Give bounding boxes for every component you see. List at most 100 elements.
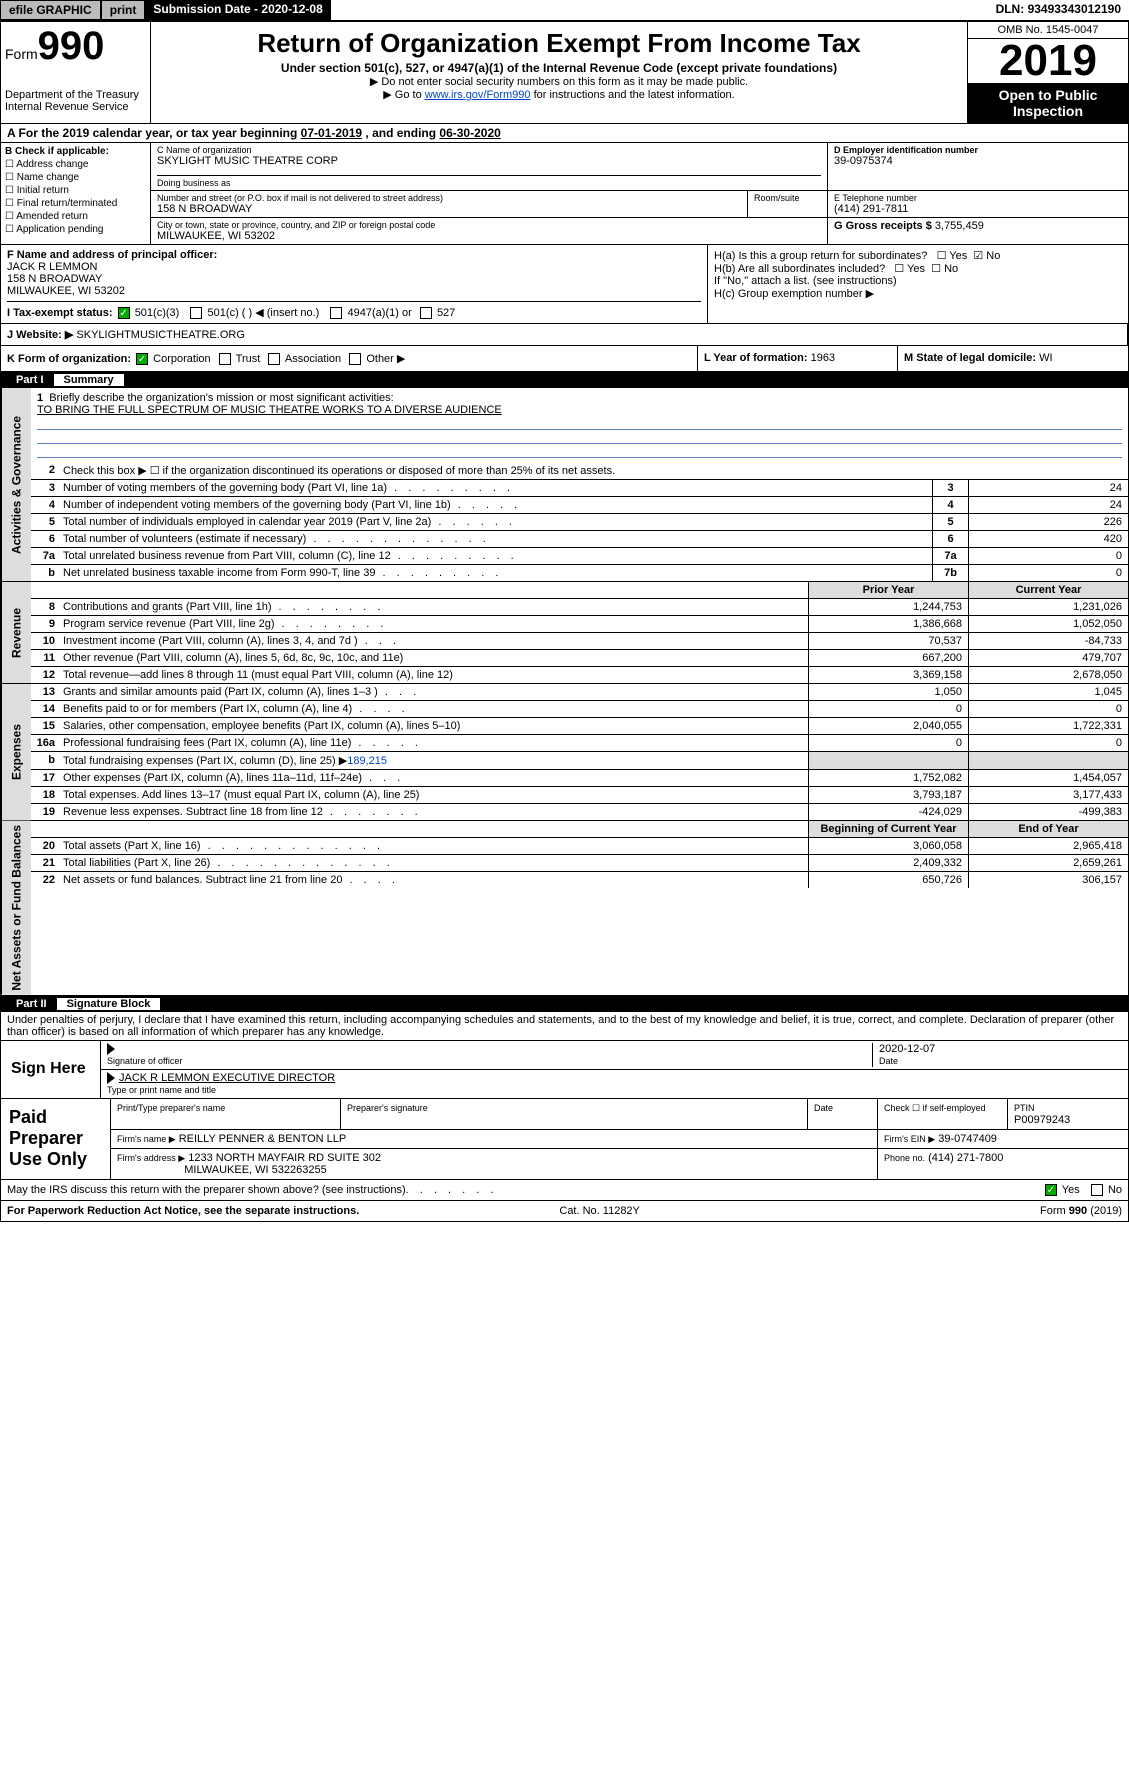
c14: 0 [968, 701, 1128, 717]
c13: 1,045 [968, 684, 1128, 700]
sig-officer-label: Signature of officer [107, 1056, 182, 1066]
p17: 1,752,082 [808, 770, 968, 786]
section-b-g: B Check if applicable: ☐ Address change … [0, 143, 1129, 245]
linea-mid: , and ending [365, 126, 439, 140]
form-title: Return of Organization Exempt From Incom… [155, 28, 963, 59]
print-button[interactable]: print [101, 0, 146, 20]
line-16b: Total fundraising expenses (Part IX, col… [63, 755, 347, 767]
line-5: Total number of individuals employed in … [63, 516, 431, 528]
goto-pre: ▶ Go to [383, 89, 424, 101]
sig-date: 2020-12-07 [879, 1043, 935, 1055]
submission-label: Submission Date - [153, 2, 261, 16]
row-j: J Website: ▶ SKYLIGHTMUSICTHEATRE.ORG [0, 324, 1129, 346]
p20: 3,060,058 [808, 838, 968, 854]
line-19: Revenue less expenses. Subtract line 18 … [63, 806, 323, 818]
domicile: WI [1039, 352, 1052, 364]
vtab-governance: Activities & Governance [1, 388, 31, 581]
opt-name-change[interactable]: ☐ Name change [5, 171, 146, 184]
hdr-current: Current Year [968, 582, 1128, 598]
opt-amended[interactable]: ☐ Amended return [5, 210, 146, 223]
opt-initial-return[interactable]: ☐ Initial return [5, 184, 146, 197]
box-f-i: F Name and address of principal officer:… [1, 245, 708, 323]
prep-date-label: Date [814, 1103, 833, 1113]
hc-label: H(c) Group exemption number ▶ [714, 287, 1122, 300]
p9: 1,386,668 [808, 616, 968, 632]
phone-label: E Telephone number [834, 193, 1122, 203]
val-6: 420 [968, 531, 1128, 547]
opt-trust: Trust [236, 353, 261, 365]
box-h: H(a) Is this a group return for subordin… [708, 245, 1128, 323]
section-f-h-i: F Name and address of principal officer:… [0, 245, 1129, 324]
opt-app-pending[interactable]: ☐ Application pending [5, 223, 146, 236]
form-id-block: Form990 Department of the Treasury Inter… [1, 22, 151, 123]
vtab-expenses: Expenses [1, 684, 31, 820]
prep-sig-label: Preparer's signature [347, 1103, 428, 1113]
line-17: Other expenses (Part IX, column (A), lin… [63, 772, 362, 784]
c9: 1,052,050 [968, 616, 1128, 632]
hb-no[interactable]: ☐ No [931, 263, 958, 275]
check-other-icon[interactable] [349, 353, 361, 365]
check-501c-icon[interactable] [190, 307, 202, 319]
firm-phone-label: Phone no. [884, 1153, 925, 1163]
ptin-label: PTIN [1014, 1103, 1035, 1113]
c10: -84,733 [968, 633, 1128, 649]
box-b-heading: B Check if applicable: [5, 145, 146, 158]
top-toolbar: efile GRAPHIC print Submission Date - 20… [0, 0, 1129, 21]
sign-here-label: Sign Here [1, 1041, 101, 1098]
form-number: 990 [38, 24, 105, 68]
opt-final-return[interactable]: ☐ Final return/terminated [5, 197, 146, 210]
year-begin: 07-01-2019 [301, 126, 362, 140]
opt-other: Other ▶ [366, 353, 405, 365]
footer-left: For Paperwork Reduction Act Notice, see … [7, 1205, 359, 1217]
check-trust-icon[interactable] [219, 353, 231, 365]
paid-preparer-block: Paid Preparer Use Only Print/Type prepar… [0, 1099, 1129, 1180]
c15: 1,722,331 [968, 718, 1128, 734]
hb-yes[interactable]: ☐ Yes [894, 263, 925, 275]
ha-no[interactable]: ☑ No [973, 250, 1000, 262]
part-ii-num: Part II [6, 998, 57, 1010]
form-subtitle: Under section 501(c), 527, or 4947(a)(1)… [155, 61, 963, 75]
check-4947-icon[interactable] [330, 307, 342, 319]
c20: 2,965,418 [968, 838, 1128, 854]
check-527-icon[interactable] [420, 307, 432, 319]
submission-date-label: Submission Date - 2020-12-08 [145, 0, 330, 20]
self-emp-label[interactable]: Check ☐ if self-employed [884, 1103, 986, 1113]
vtab-revenue: Revenue [1, 582, 31, 683]
c17: 1,454,057 [968, 770, 1128, 786]
efile-button[interactable]: efile GRAPHIC [0, 0, 101, 20]
ha-yes[interactable]: ☐ Yes [937, 250, 968, 262]
line-7a: Total unrelated business revenue from Pa… [63, 550, 391, 562]
check-corp-icon[interactable]: ✓ [136, 353, 148, 365]
discuss-no: No [1108, 1184, 1122, 1196]
addr-label: Number and street (or P.O. box if mail i… [157, 193, 741, 203]
box-c-d-e-g: C Name of organization SKYLIGHT MUSIC TH… [151, 143, 1128, 244]
officer-addr2: MILWAUKEE, WI 53202 [7, 285, 701, 297]
p8: 1,244,753 [808, 599, 968, 615]
hdr-prior: Prior Year [808, 582, 968, 598]
dept-treasury: Department of the Treasury Internal Reve… [5, 89, 146, 113]
ein-value: 39-0975374 [834, 155, 1122, 167]
discuss-no-check-icon[interactable] [1091, 1184, 1103, 1196]
discuss-yes-check-icon[interactable]: ✓ [1045, 1184, 1057, 1196]
form-title-block: Return of Organization Exempt From Incom… [151, 22, 968, 123]
firm-ein: 39-0747409 [938, 1133, 997, 1145]
opt-501c: 501(c) ( ) ◀ (insert no.) [208, 307, 320, 319]
year-formation-label: L Year of formation: [704, 352, 808, 364]
hdr-begy: Beginning of Current Year [808, 821, 968, 837]
check-501c3-icon[interactable]: ✓ [118, 307, 130, 319]
triangle-icon [107, 1043, 115, 1055]
opt-address-change[interactable]: ☐ Address change [5, 158, 146, 171]
p14: 0 [808, 701, 968, 717]
prep-name-label: Print/Type preparer's name [117, 1103, 225, 1113]
irs-link[interactable]: www.irs.gov/Form990 [425, 89, 531, 101]
dln-label: DLN: [996, 2, 1028, 16]
block-netassets: Net Assets or Fund Balances Beginning of… [0, 821, 1129, 996]
footer-mid: Cat. No. 11282Y [559, 1205, 640, 1217]
year-block: OMB No. 1545-0047 2019 Open to Public In… [968, 22, 1128, 123]
line-11: Other revenue (Part VIII, column (A), li… [59, 650, 808, 666]
line-21: Total liabilities (Part X, line 26) [63, 857, 210, 869]
discuss-yes: Yes [1062, 1184, 1080, 1196]
p19: -424,029 [808, 804, 968, 820]
check-assoc-icon[interactable] [268, 353, 280, 365]
type-name-label: Type or print name and title [107, 1085, 216, 1095]
